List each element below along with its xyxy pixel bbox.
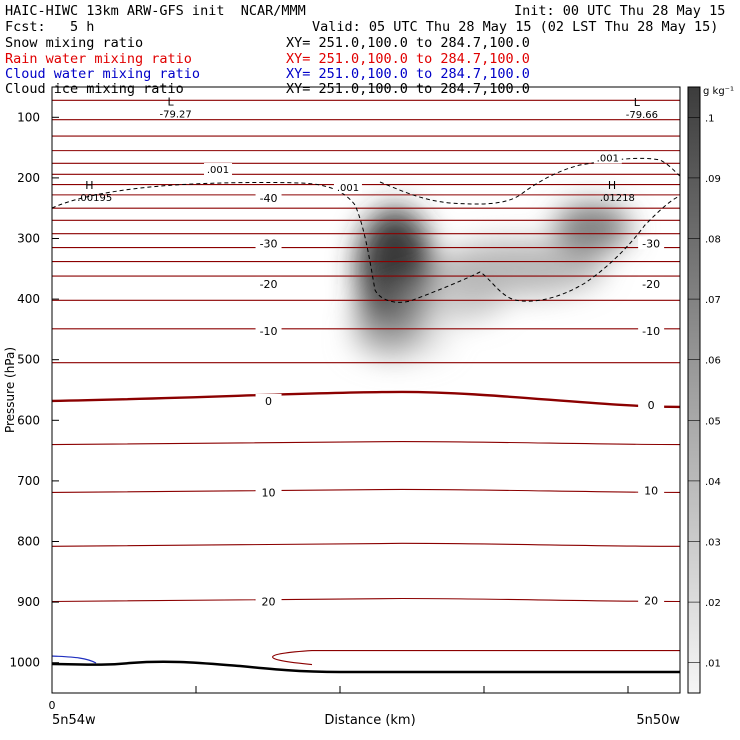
field-xy-cloud-ice: XY= 251.0,100.0 to 284.7,100.0	[286, 81, 530, 97]
isotherm-label: -10	[642, 325, 660, 338]
y-tick-label: 300	[17, 232, 40, 246]
extremum-marker: L	[167, 95, 174, 108]
y-tick-label: 600	[17, 413, 40, 427]
surface-line	[51, 660, 680, 674]
field-label-snow: Snow mixing ratio	[5, 35, 144, 51]
colorbar-tick-label: .1	[705, 113, 715, 124]
isotherm-label: -10	[260, 325, 278, 338]
colorbar-tick-label: .01	[705, 659, 721, 670]
colorbar-tick-label: .06	[705, 356, 721, 367]
field-label-rain: Rain water mixing ratio	[5, 51, 192, 67]
label-bg	[638, 593, 665, 607]
cloud-water-contour	[51, 655, 97, 664]
y-tick-label: 100	[17, 110, 40, 124]
plot-frame	[51, 86, 681, 694]
label-bg	[255, 190, 282, 204]
x-axis: 0 5n54w Distance (km) 5n50w	[49, 686, 680, 728]
header-line2-right: Valid: 05 UTC Thu 28 May 15 (02 LST Thu …	[312, 19, 719, 35]
isotherm-line	[52, 597, 680, 603]
x-start-label: 5n54w	[52, 713, 96, 728]
field-xy-snow: XY= 251.0,100.0 to 284.7,100.0	[286, 35, 530, 51]
label-bg	[255, 594, 282, 608]
isotherm-label: -20	[260, 278, 278, 291]
isotherm-label: 10	[644, 485, 658, 498]
extremum-value: -79.27	[159, 109, 191, 120]
extremum-marker: H	[85, 179, 93, 192]
header-line1-left: HAIC-HIWC 13km ARW-GFS init NCAR/MMM	[5, 3, 306, 19]
temperature-isotherms	[52, 99, 680, 666]
ice-contour-label: .001	[207, 165, 229, 176]
extremum-value: .00195	[77, 193, 112, 204]
isotherm-line	[52, 390, 680, 409]
isotherm-label: -40	[260, 192, 278, 205]
y-axis-label: Pressure (hPa)	[3, 347, 17, 433]
label-bg	[255, 324, 282, 338]
colorbar-tick-label: .03	[705, 538, 721, 549]
cloud-ice-shading	[350, 203, 630, 360]
field-xy-rain: XY= 251.0,100.0 to 284.7,100.0	[286, 51, 530, 67]
colorbar-tick-label: .05	[705, 416, 721, 427]
isotherm-label: 10	[262, 486, 276, 499]
colorbar-tick-label: .08	[705, 235, 721, 246]
ice-contour-label: .001	[597, 154, 619, 165]
y-tick-label: 700	[17, 474, 40, 488]
isotherm-line	[52, 542, 680, 547]
colorbar-tick-label: .02	[705, 598, 721, 609]
isotherm-label: 20	[644, 594, 658, 607]
colorbar-tick-label: .09	[705, 174, 721, 185]
label-bg	[204, 163, 233, 176]
y-tick-label: 400	[17, 292, 40, 306]
colorbar-unit: g kg⁻¹	[703, 86, 734, 97]
field-label-cloud-ice: Cloud ice mixing ratio	[5, 81, 184, 97]
label-bg	[593, 151, 622, 164]
label-bg	[255, 485, 282, 499]
isotherm-line	[52, 488, 680, 493]
y-tick-label: 1000	[9, 656, 40, 670]
isotherm-label: -30	[642, 237, 660, 250]
isotherm-label: -20	[642, 278, 660, 291]
label-bg	[638, 236, 665, 250]
isotherm-label: -30	[260, 237, 278, 250]
y-tick-label: 800	[17, 535, 40, 549]
x-end-label: 5n50w	[636, 713, 680, 728]
colorbar: g kg⁻¹ .1 .09 .08 .07 .06 .05 .04 .03 .02 .01	[687, 86, 734, 694]
label-bg	[638, 324, 665, 338]
header-line2-left: Fcst: 5 h	[5, 19, 95, 35]
colorbar-tick-label: .04	[705, 477, 721, 488]
extremum-marker: L	[634, 96, 641, 109]
label-bg	[255, 236, 282, 250]
cloud-ice-contour-001	[52, 181, 680, 303]
y-tick-label: 500	[17, 353, 40, 367]
extremum-value: -79.66	[626, 110, 658, 121]
y-tick-label: 200	[17, 171, 40, 185]
header-line1-right: Init: 00 UTC Thu 28 May 15	[514, 3, 726, 19]
x-axis-label: Distance (km)	[324, 713, 415, 728]
extremum-value: .01218	[600, 193, 635, 204]
isotherm-line	[272, 650, 680, 666]
label-bg	[638, 398, 665, 412]
label-bg	[638, 483, 665, 497]
label-bg	[255, 393, 282, 407]
isotherm-label: 0	[648, 399, 655, 412]
field-xy-cloud-water: XY= 251.0,100.0 to 284.7,100.0	[286, 66, 530, 82]
label-bg	[255, 276, 282, 290]
ice-contour-label: .001	[337, 183, 359, 194]
isotherm-label: 0	[265, 395, 272, 408]
field-label-cloud-water: Cloud water mixing ratio	[5, 66, 201, 82]
colorbar-tick-label: .07	[705, 295, 721, 306]
cloud-ice-contour-001-top	[379, 157, 680, 205]
extremum-marker: H	[608, 179, 616, 192]
x-zero-label: 0	[49, 699, 56, 712]
y-axis: 100 200 300 400 500 600 700 800 900 1000	[9, 110, 59, 670]
label-bg	[333, 181, 362, 194]
isotherm-line	[52, 440, 680, 446]
isotherm-label: 20	[262, 595, 276, 608]
label-bg	[638, 276, 665, 290]
y-tick-label: 900	[17, 595, 40, 609]
